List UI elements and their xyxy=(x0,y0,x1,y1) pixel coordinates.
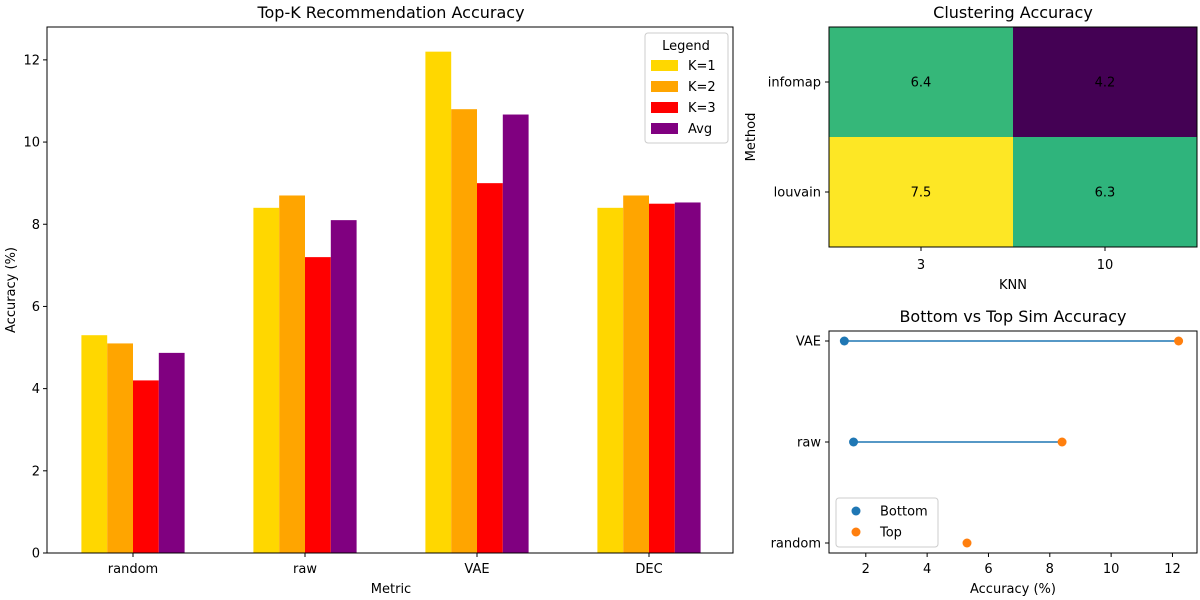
x-tick-label: 4 xyxy=(923,562,931,577)
bar xyxy=(253,207,280,553)
x-tick-label: DEC xyxy=(635,562,662,577)
heatmap-cell xyxy=(1013,137,1197,247)
bar xyxy=(305,257,331,553)
y-tick-label: 12 xyxy=(23,53,40,68)
heatmap-frame xyxy=(828,26,1198,248)
legend-label: K=2 xyxy=(688,80,716,95)
y-tick-label: VAE xyxy=(796,335,821,350)
heatmap-y-label: Method xyxy=(744,113,759,162)
x-tick-label: 12 xyxy=(1164,562,1181,577)
y-tick-label: 8 xyxy=(32,218,40,233)
bar xyxy=(477,183,503,553)
x-tick-label: 10 xyxy=(1103,562,1120,577)
dumbbell-panel: Bottom vs Top Sim Accuracy random raw VAE 2… xyxy=(771,307,1198,597)
heatmap-title: Clustering Accuracy xyxy=(933,3,1093,22)
dumbbell-x-label: Accuracy (%) xyxy=(970,582,1056,597)
heatmap-x-label: KNN xyxy=(999,278,1027,293)
legend-label: Avg xyxy=(688,122,712,137)
legend-swatch xyxy=(651,81,678,92)
heatmap-cell-label: 4.2 xyxy=(1095,76,1116,91)
bar xyxy=(597,207,624,553)
legend-title: Legend xyxy=(662,39,710,54)
bar-chart-y-label: Accuracy (%) xyxy=(4,247,19,333)
bar-chart-frame xyxy=(46,26,734,554)
heatmap-cells: 6.4 4.2 7.5 6.3 3 10 infomap louvain xyxy=(768,27,1197,273)
y-tick-label: 4 xyxy=(32,382,40,397)
x-tick-label: 3 xyxy=(917,258,925,273)
legend-box xyxy=(835,497,939,548)
x-tick-label: 2 xyxy=(862,562,870,577)
heatmap-cell-label: 6.3 xyxy=(1095,186,1116,201)
dumbbell-point-top xyxy=(1174,336,1184,346)
y-tick-label: raw xyxy=(797,436,821,451)
legend-marker xyxy=(851,527,861,537)
bar-chart-panel: Top-K Recommendation Accuracy random raw V… xyxy=(4,3,734,597)
bar-chart-x-label: Metric xyxy=(371,582,411,597)
heatmap-cell xyxy=(1013,27,1197,137)
x-tick-label: 6 xyxy=(984,562,992,577)
y-tick-label: 10 xyxy=(23,136,40,151)
dumbbell-frame xyxy=(828,330,1198,554)
bar xyxy=(133,380,159,553)
x-tick-label: 10 xyxy=(1097,258,1114,273)
legend-label: Bottom xyxy=(880,505,928,520)
y-tick-label: 6 xyxy=(32,300,40,315)
bar xyxy=(425,51,452,553)
bar xyxy=(451,109,477,553)
y-tick-label: 0 xyxy=(32,547,40,562)
bar xyxy=(674,202,701,553)
y-tick-label: 2 xyxy=(32,464,40,479)
heatmap-panel: Clustering Accuracy 6.4 4.2 7.5 6.3 3 10 infom… xyxy=(744,3,1198,293)
bar-chart-title: Top-K Recommendation Accuracy xyxy=(256,3,524,22)
legend-swatch xyxy=(651,60,678,71)
bar xyxy=(279,195,305,553)
bar xyxy=(502,114,529,553)
legend-swatch xyxy=(651,123,678,134)
heatmap-cell xyxy=(829,27,1013,137)
dumbbell-point-bottom xyxy=(839,336,849,346)
bar xyxy=(623,195,649,553)
legend-swatch xyxy=(651,102,678,113)
x-tick-label: 8 xyxy=(1046,562,1054,577)
dumbbell-point-top xyxy=(962,538,972,548)
bar xyxy=(649,203,675,553)
y-tick-label: infomap xyxy=(768,76,821,91)
x-tick-label: raw xyxy=(293,562,317,577)
dumbbell-point-bottom xyxy=(849,437,859,447)
bar-chart-plot-area: random raw VAE DEC 0 2 4 6 8 10 12 xyxy=(23,51,701,577)
legend-label: K=1 xyxy=(688,59,716,74)
x-tick-label: random xyxy=(108,562,158,577)
dumbbell-point-top xyxy=(1057,437,1067,447)
y-tick-label: random xyxy=(771,537,821,552)
bar xyxy=(81,335,108,553)
y-tick-label: louvain xyxy=(774,186,821,201)
heatmap-cell xyxy=(829,137,1013,247)
bar xyxy=(158,352,185,553)
bar-chart-legend: Legend K=1 K=2 K=3 Avg xyxy=(644,32,729,144)
x-tick-label: VAE xyxy=(464,562,489,577)
heatmap-cell-label: 6.4 xyxy=(911,76,932,91)
dumbbell-legend: Bottom Top xyxy=(835,497,939,548)
legend-label: K=3 xyxy=(688,101,716,116)
dumbbell-title: Bottom vs Top Sim Accuracy xyxy=(899,307,1126,326)
bar xyxy=(107,343,133,553)
bar xyxy=(330,220,357,553)
legend-marker xyxy=(851,506,861,516)
legend-label: Top xyxy=(879,526,902,541)
heatmap-cell-label: 7.5 xyxy=(911,186,932,201)
dumbbell-plot-area: random raw VAE 2 4 6 8 10 12 xyxy=(771,335,1184,577)
